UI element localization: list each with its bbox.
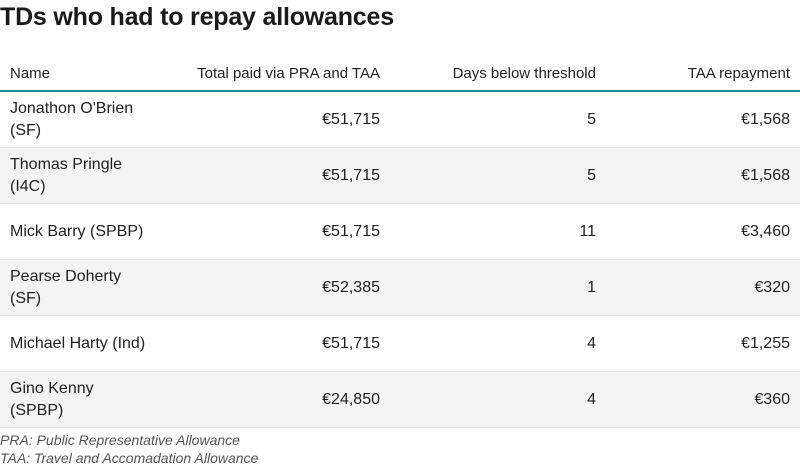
cell-taa-repayment: €320 xyxy=(606,259,800,316)
cell-total-paid: €51,715 xyxy=(160,91,390,148)
cell-days-below-threshold: 4 xyxy=(390,315,606,372)
cell-days-below-threshold: 5 xyxy=(390,91,606,148)
cell-total-paid: €24,850 xyxy=(160,371,390,428)
chart-title: TDs who had to repay allowances xyxy=(0,3,394,31)
table-header-row: Name Total paid via PRA and TAA Days bel… xyxy=(0,57,800,92)
table-row: Pearse Doherty (SF) €52,385 1 €320 xyxy=(0,259,800,316)
cell-days-below-threshold: 5 xyxy=(390,147,606,204)
table-row: Mick Barry (SPBP) €51,715 11 €3,460 xyxy=(0,203,800,260)
cell-days-below-threshold: 4 xyxy=(390,371,606,428)
cell-taa-repayment: €1,255 xyxy=(606,315,800,372)
allowances-table: Name Total paid via PRA and TAA Days bel… xyxy=(0,57,800,428)
header-taa-repayment: TAA repayment xyxy=(606,57,800,92)
cell-taa-repayment: €1,568 xyxy=(606,147,800,204)
cell-taa-repayment: €360 xyxy=(606,371,800,428)
cell-days-below-threshold: 1 xyxy=(390,259,606,316)
header-days-below-threshold: Days below threshold xyxy=(390,57,606,92)
cell-name: Gino Kenny (SPBP) xyxy=(0,371,160,428)
cell-name: Thomas Pringle (I4C) xyxy=(0,147,160,204)
cell-total-paid: €51,715 xyxy=(160,147,390,204)
cell-name: Michael Harty (Ind) xyxy=(0,315,160,372)
table-row: Thomas Pringle (I4C) €51,715 5 €1,568 xyxy=(0,147,800,204)
cell-days-below-threshold: 11 xyxy=(390,203,606,260)
footnote-pra: PRA: Public Representative Allowance xyxy=(0,432,240,448)
table-row: Gino Kenny (SPBP) €24,850 4 €360 xyxy=(0,371,800,428)
table-row: Jonathon O'Brien (SF) €51,715 5 €1,568 xyxy=(0,91,800,148)
header-total-paid: Total paid via PRA and TAA xyxy=(160,57,390,92)
cell-name: Jonathon O'Brien (SF) xyxy=(0,91,160,148)
header-name: Name xyxy=(0,57,160,92)
footnote-taa: TAA: Travel and Accomadation Allowance xyxy=(0,450,259,466)
cell-name: Pearse Doherty (SF) xyxy=(0,259,160,316)
table-row: Michael Harty (Ind) €51,715 4 €1,255 xyxy=(0,315,800,372)
cell-name: Mick Barry (SPBP) xyxy=(0,203,160,260)
cell-total-paid: €51,715 xyxy=(160,315,390,372)
cell-total-paid: €51,715 xyxy=(160,203,390,260)
footnotes: PRA: Public Representative Allowance TAA… xyxy=(0,431,258,467)
cell-total-paid: €52,385 xyxy=(160,259,390,316)
cell-taa-repayment: €1,568 xyxy=(606,91,800,148)
cell-taa-repayment: €3,460 xyxy=(606,203,800,260)
